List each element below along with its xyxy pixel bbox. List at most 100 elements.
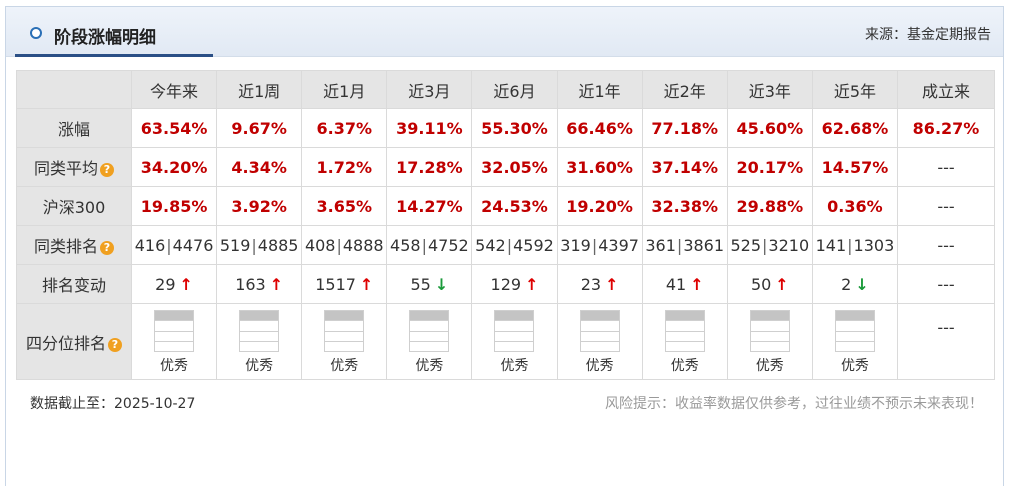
table-cell: 32.38% (641, 186, 728, 226)
rank-separator: | (251, 235, 257, 255)
table-row-tonglei-avg: 同类平均? 34.20% 4.34% 1.72% 17.28% 32.05% 3… (16, 147, 995, 187)
quartile-indicator (494, 310, 535, 352)
rank-total: 4888 (342, 235, 384, 255)
table-cell: 55 ↓ (386, 264, 473, 304)
quartile-indicator (409, 310, 450, 352)
column-header: 近3月 (386, 70, 473, 109)
quartile-indicator (749, 310, 790, 352)
table-cell: 优秀 (811, 303, 899, 380)
arrow-up-icon: ↑ (525, 274, 539, 294)
panel-header: 阶段涨幅明细 来源：基金定期报告 (6, 7, 1003, 57)
table-cell: 优秀 (726, 303, 813, 380)
table-cell: 50 ↑ (726, 264, 813, 304)
quartile-segment (240, 321, 279, 332)
rank-total: 4397 (598, 235, 639, 255)
table-cell: 14.27% (386, 186, 473, 226)
table-cell: 63.54% (130, 108, 218, 148)
quartile-label: 优秀 (500, 358, 529, 374)
rank-position: 416 (134, 235, 166, 255)
rank-total: 4885 (257, 235, 299, 255)
rank-total: 4476 (172, 235, 214, 255)
table-cell: --- (897, 147, 995, 187)
table-cell: 32.05% (471, 147, 558, 187)
help-icon[interactable]: ? (100, 241, 114, 255)
quartile-segment (495, 311, 534, 322)
quartile-indicator (664, 310, 705, 352)
quartile-segment (410, 341, 449, 351)
table-cell: 458|4752 (386, 225, 473, 265)
quartile-segment (155, 321, 194, 332)
table-cell: 31.60% (556, 147, 643, 187)
help-icon[interactable]: ? (100, 163, 114, 177)
quartile-segment (750, 321, 789, 332)
rank-separator: | (506, 235, 513, 255)
rank-total: 3210 (768, 235, 810, 255)
table-cell: 29 ↑ (130, 264, 218, 304)
quartile-segment (325, 331, 364, 342)
table-cell: 6.37% (301, 108, 388, 148)
row-label-text: 四分位排名 (25, 333, 106, 353)
rank-separator: | (336, 235, 342, 255)
rank-change-value: 50 (750, 274, 772, 294)
column-header: 近1月 (301, 70, 388, 109)
rank-position: 519 (219, 235, 251, 255)
column-header: 近3年 (726, 70, 813, 109)
risk-warning: 风险提示：收益率数据仅供参考，过往业绩不预示未来表现！ (605, 396, 983, 412)
table-cell: 86.27% (897, 108, 995, 148)
panel-title: 阶段涨幅明细 (54, 28, 156, 48)
rank-position: 361 (645, 235, 676, 255)
table-cell: 542|4592 (471, 225, 558, 265)
arrow-up-icon: ↑ (269, 274, 284, 294)
table-cell: 3.65% (301, 186, 388, 226)
quartile-segment (750, 331, 789, 342)
quartile-segment (495, 331, 534, 342)
rank-separator: | (847, 235, 853, 255)
rank-change-value: 2 (841, 274, 852, 294)
row-label-text: 同类平均 (33, 159, 98, 178)
table-cell: 39.11% (386, 108, 473, 148)
table-cell: 2 ↓ (811, 264, 899, 304)
table-cell: 0.36% (811, 186, 899, 226)
arrow-up-icon: ↑ (359, 274, 374, 294)
table-row-rank: 同类排名? 416|4476 519|4885 408|4888 458|4752 54… (16, 225, 995, 265)
column-header: 今年来 (130, 70, 218, 109)
table-cell: 141|1303 (811, 225, 899, 265)
table-cell: 45.60% (726, 108, 813, 148)
rank-change-value: 23 (580, 274, 602, 294)
table-cell: 19.20% (556, 186, 643, 226)
table-cell: 361|3861 (641, 225, 728, 265)
quartile-segment (750, 311, 789, 322)
table-cell: --- (897, 303, 995, 380)
quartile-segment (580, 331, 619, 342)
rank-change-value: 129 (490, 274, 522, 294)
column-header: 近1周 (216, 70, 303, 109)
table-cell: 19.85% (130, 186, 218, 226)
quartile-segment (495, 321, 534, 332)
data-source: 来源：基金定期报告 (865, 27, 991, 43)
help-icon[interactable]: ? (108, 337, 122, 352)
quartile-indicator (579, 310, 620, 352)
quartile-segment (665, 341, 704, 351)
quartile-segment (580, 321, 619, 332)
table-cell: 62.68% (811, 108, 899, 148)
arrow-up-icon: ↑ (775, 274, 789, 294)
table-cell: 1517 ↑ (301, 264, 388, 304)
quartile-indicator (239, 310, 280, 352)
quartile-segment (325, 341, 364, 351)
rank-separator: | (762, 235, 768, 255)
rank-total: 1303 (853, 235, 895, 255)
circle-bullet-icon (30, 27, 42, 39)
stage-performance-panel: 阶段涨幅明细 来源：基金定期报告 今年来 近1周 近1月 近3月 近6月 近1年… (5, 6, 1004, 486)
row-label: 同类排名? (16, 225, 132, 265)
quartile-segment (240, 331, 279, 342)
table-cell: 34.20% (130, 147, 218, 187)
rank-change-value: 29 (155, 274, 176, 294)
quartile-segment (835, 341, 874, 351)
quartile-segment (665, 321, 704, 332)
rank-total: 4752 (427, 235, 469, 255)
rank-position: 458 (390, 235, 421, 255)
table-cell: 优秀 (301, 303, 388, 380)
table-cell: 37.14% (641, 147, 728, 187)
quartile-segment (750, 341, 789, 351)
quartile-segment (495, 341, 534, 351)
